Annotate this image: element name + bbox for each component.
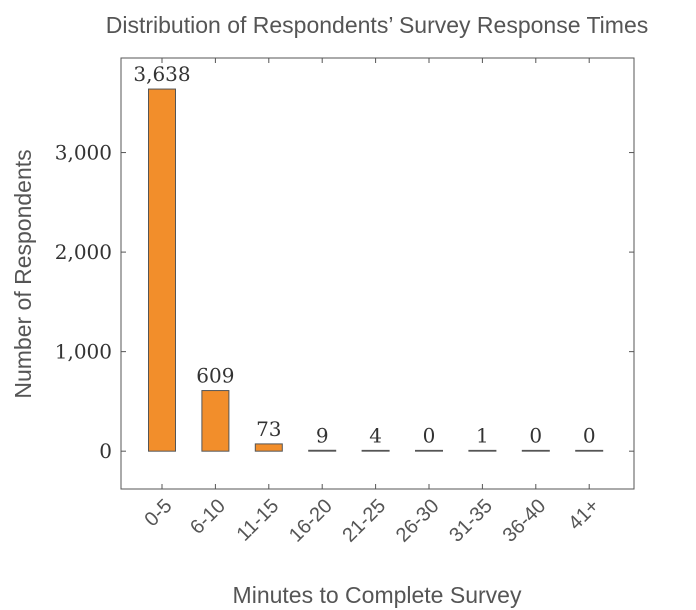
bar-value-label: 4 bbox=[369, 423, 382, 447]
data-labels: 3,638 609 73 9 4 0 1 0 0 bbox=[133, 62, 595, 447]
plot-frame bbox=[120, 57, 635, 490]
x-tick-label: 0-5 bbox=[141, 495, 177, 531]
bar bbox=[415, 449, 443, 452]
bar bbox=[468, 449, 497, 452]
bar-value-label: 1 bbox=[476, 423, 489, 447]
bar-value-label: 0 bbox=[423, 423, 436, 447]
x-tick-label: 11-15 bbox=[233, 495, 284, 546]
bar bbox=[201, 390, 230, 452]
bar bbox=[361, 449, 390, 452]
chart-title: Distribution of Respondents’ Survey Resp… bbox=[106, 12, 648, 38]
y-tick-label: 1,000 bbox=[55, 340, 112, 364]
bar-value-label: 3,638 bbox=[133, 62, 190, 86]
x-tick-label: 16-20 bbox=[285, 495, 337, 547]
bar-value-label: 0 bbox=[529, 423, 542, 447]
x-axis-label: Minutes to Complete Survey bbox=[233, 582, 522, 608]
y-tick-label: 2,000 bbox=[55, 240, 112, 264]
y-tick-label: 0 bbox=[99, 439, 112, 463]
bar bbox=[521, 449, 550, 452]
y-tick-label: 3,000 bbox=[55, 141, 112, 165]
x-tick-label: 36-40 bbox=[499, 495, 551, 547]
x-tick-label: 26-30 bbox=[392, 495, 444, 547]
bar-value-label: 73 bbox=[256, 417, 281, 441]
bars bbox=[148, 88, 604, 452]
y-axis-label: Number of Respondents bbox=[10, 149, 36, 398]
x-tick-label: 21-25 bbox=[338, 495, 390, 547]
x-tick-label: 31-35 bbox=[445, 495, 497, 547]
bar bbox=[254, 443, 283, 452]
x-tick-label: 6-10 bbox=[186, 495, 230, 539]
bar bbox=[575, 449, 604, 452]
y-axis: 0 1,000 2,000 3,000 bbox=[55, 141, 634, 463]
bar bbox=[308, 449, 337, 452]
x-axis: 0-5 6-10 11-15 16-20 21-25 26-30 31-35 36-40 41+ bbox=[141, 58, 604, 547]
bar bbox=[148, 88, 176, 452]
bar-value-label: 9 bbox=[316, 423, 329, 447]
x-tick-label: 41+ bbox=[564, 495, 604, 535]
bar-value-label: 609 bbox=[196, 364, 234, 388]
bar-value-label: 0 bbox=[583, 423, 596, 447]
